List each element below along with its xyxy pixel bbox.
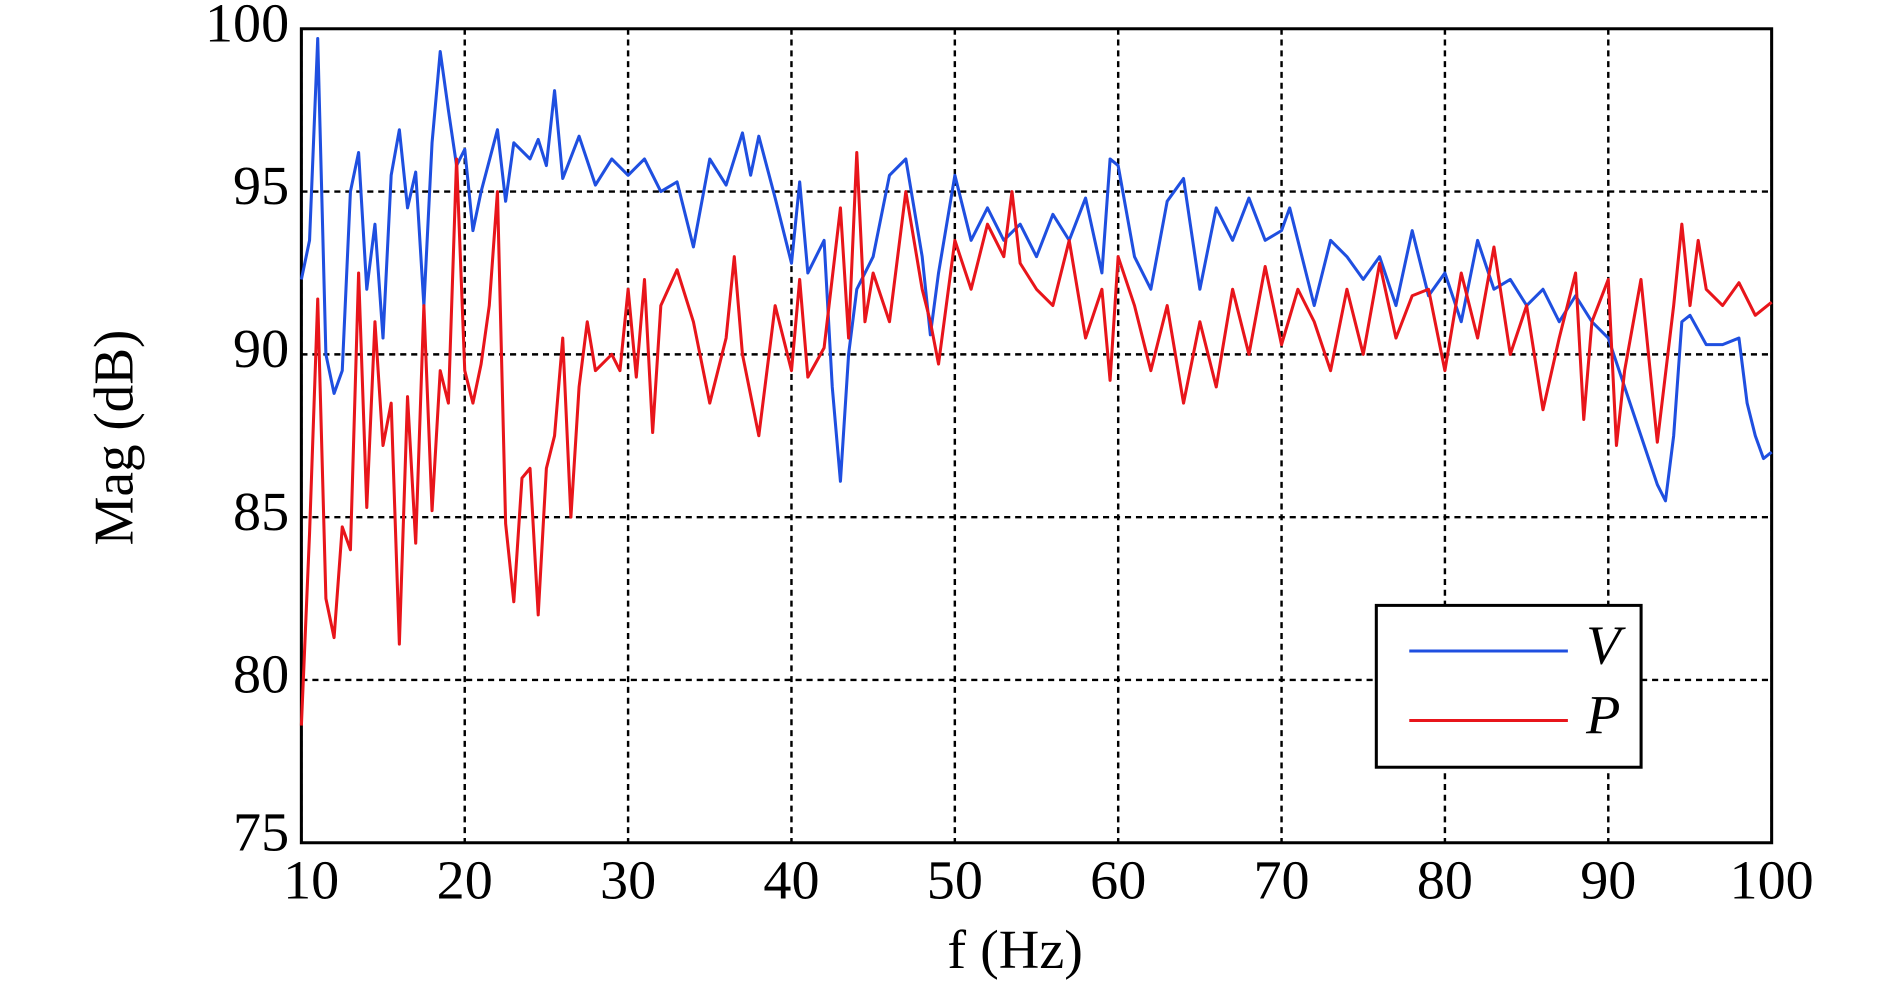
x-tick-label: 40: [763, 850, 819, 911]
series-line: [299, 36, 1773, 503]
legend-box: [1374, 603, 1643, 769]
x-tick-label: 10: [283, 850, 339, 911]
y-axis-label: Mag (dB): [83, 330, 146, 546]
y-tick-label: 100: [205, 0, 289, 54]
series-line: [299, 150, 1773, 726]
y-tick-label: 75: [233, 802, 289, 863]
x-tick-label: 60: [1090, 850, 1146, 911]
y-tick-label: 85: [233, 481, 289, 542]
y-tick-label: 80: [233, 644, 289, 705]
plot-frame: [299, 27, 1774, 845]
legend-label: V: [1586, 615, 1626, 676]
x-tick-label: 100: [1730, 850, 1814, 911]
x-tick-label: 70: [1253, 850, 1309, 911]
legend: VP: [1374, 603, 1643, 769]
x-axis-label: f (Hz): [947, 920, 1083, 981]
x-tick-label: 90: [1580, 850, 1636, 911]
x-tick-label: 80: [1417, 850, 1473, 911]
y-tick-label: 95: [233, 156, 289, 217]
x-tick-label: 30: [600, 850, 656, 911]
legend-label: P: [1585, 685, 1620, 746]
y-tick-label: 90: [233, 318, 289, 379]
x-tick-label: 20: [437, 850, 493, 911]
x-tick-label: 50: [927, 850, 983, 911]
